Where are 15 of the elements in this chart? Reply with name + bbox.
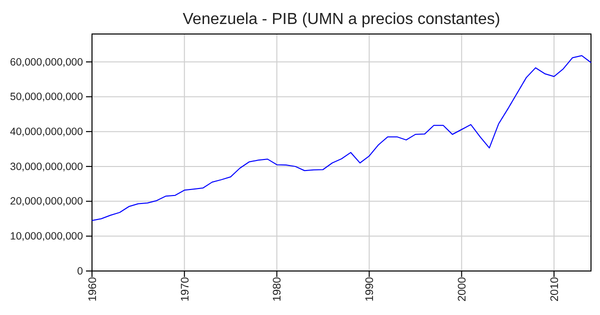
y-tick-label: 10,000,000,000 (10, 230, 84, 243)
x-tick-label: 1990 (364, 277, 376, 302)
line-series (92, 55, 592, 221)
x-tick-label: 1970 (179, 277, 192, 302)
y-tick-label: 60,000,000,000 (10, 56, 84, 68)
y-tick-label: 50,000,000,000 (10, 91, 84, 104)
x-tick-label: 2000 (456, 277, 468, 302)
x-tick-label: 2010 (548, 277, 561, 302)
x-tick-label: 1960 (86, 277, 99, 302)
y-tick-label: 20,000,000,000 (10, 196, 84, 208)
chart-title: Venezuela - PIB (UMN a precios constantes) (182, 11, 500, 28)
y-tick-label: 40,000,000,000 (10, 126, 84, 138)
y-tick-label: 0 (77, 265, 84, 278)
x-tick-label: 1980 (272, 277, 284, 302)
y-tick-label: 30,000,000,000 (10, 160, 84, 173)
